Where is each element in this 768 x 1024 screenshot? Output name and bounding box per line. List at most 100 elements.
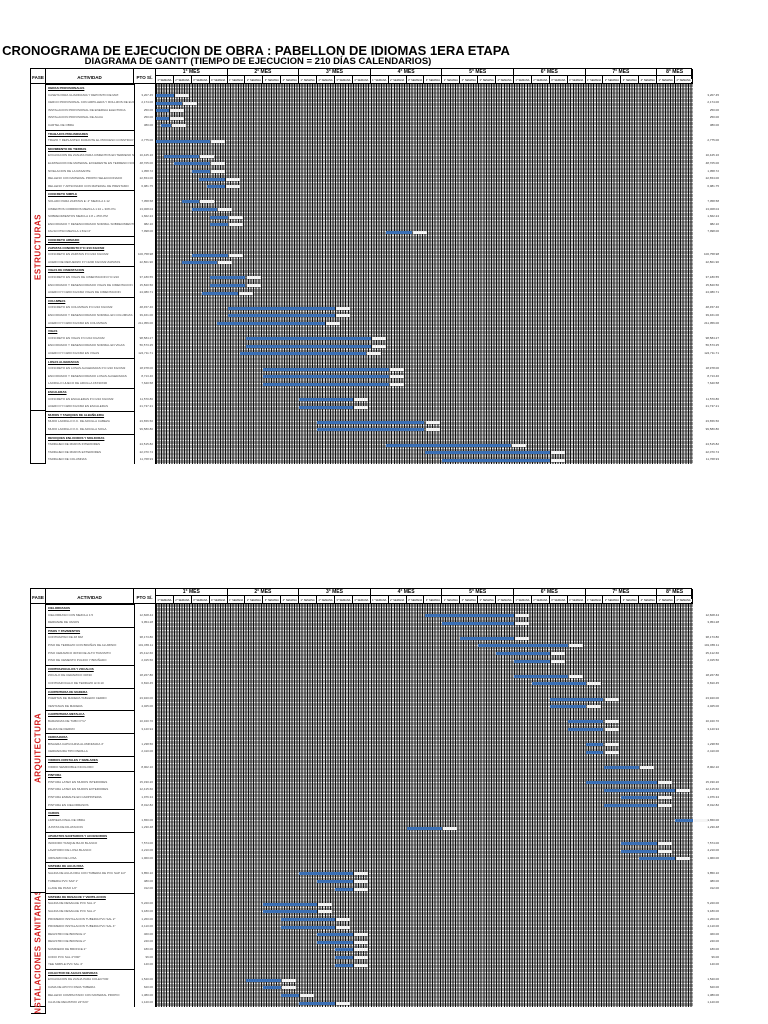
task-bar[interactable] <box>621 796 658 800</box>
task-bar[interactable] <box>181 200 200 204</box>
task-bar[interactable] <box>209 283 246 287</box>
task-bar[interactable] <box>424 613 514 617</box>
task-bar[interactable] <box>263 910 318 914</box>
task-bar[interactable] <box>199 177 226 181</box>
task-bar[interactable] <box>442 458 550 462</box>
task-bar[interactable] <box>496 651 550 655</box>
task-bar[interactable] <box>209 276 246 280</box>
task-bar-label <box>586 682 601 686</box>
activity-budget: 22,070.74 <box>134 448 156 457</box>
activity-budget: 2,410.00 <box>134 748 156 756</box>
week-header: 3° SEMANA <box>192 596 210 605</box>
task-bar[interactable] <box>181 261 218 265</box>
task-bar[interactable] <box>424 451 550 455</box>
task-bar[interactable] <box>163 154 200 158</box>
task-bar[interactable] <box>227 306 335 310</box>
task-bar[interactable] <box>386 230 412 234</box>
task-bar[interactable] <box>161 124 172 128</box>
task-bar[interactable] <box>514 659 550 663</box>
activity-name: PINTURA ESMALTE EN CARPINTERIA <box>48 795 102 799</box>
task-bar[interactable] <box>217 321 325 325</box>
task-bar[interactable] <box>191 169 210 173</box>
task-bar[interactable] <box>460 636 514 640</box>
task-bar[interactable] <box>299 405 353 409</box>
month-header: 7° MES <box>585 69 658 76</box>
task-bar[interactable] <box>240 352 366 356</box>
task-bar[interactable] <box>335 887 353 891</box>
activity-name: SALIDA DE DESAGUE PVC SAL 2" <box>48 909 96 913</box>
task-bar[interactable] <box>406 826 443 830</box>
activity-budget: 21,737.21 <box>134 403 156 411</box>
task-bar[interactable] <box>281 993 300 997</box>
task-bar[interactable] <box>156 109 169 113</box>
task-bar[interactable] <box>335 963 353 967</box>
activity-budget: 4,025.00 <box>134 702 156 711</box>
task-bar[interactable] <box>335 955 353 959</box>
task-bar[interactable] <box>603 765 640 769</box>
task-bar[interactable] <box>263 375 389 379</box>
task-bar[interactable] <box>191 207 218 211</box>
task-bar[interactable] <box>227 314 335 318</box>
table-row: ENCOFRADO Y DESENCOFRADO NORMAL EN VIGAS… <box>46 342 156 350</box>
task-bar[interactable] <box>245 337 371 341</box>
task-bar[interactable] <box>335 948 353 952</box>
task-bar[interactable] <box>603 788 676 792</box>
task-bar[interactable] <box>317 879 353 883</box>
task-bar[interactable] <box>156 139 210 143</box>
task-bar[interactable] <box>567 720 604 724</box>
task-bar[interactable] <box>173 162 210 166</box>
activity-name: ACERO FY=4200 KG/CM2 EN COLUMNAS <box>48 320 107 325</box>
task-bar[interactable] <box>549 705 586 709</box>
task-bar[interactable] <box>209 215 228 219</box>
task-bar[interactable] <box>156 116 169 120</box>
task-bar[interactable] <box>621 849 658 853</box>
task-bar[interactable] <box>245 978 282 982</box>
task-bar[interactable] <box>191 253 228 257</box>
table-row: DERRAME DE VANOS 3,954.28 <box>46 619 156 627</box>
task-bar[interactable] <box>281 917 335 921</box>
task-bar[interactable] <box>567 727 604 731</box>
task-bar[interactable] <box>263 382 389 386</box>
activity-budget: 18,978.00 <box>134 365 156 373</box>
task-bar[interactable] <box>478 644 568 648</box>
task-bar[interactable] <box>603 803 658 807</box>
task-bar[interactable] <box>317 933 353 937</box>
activity-name: LLAVE DE PASO 1/2" <box>48 886 78 891</box>
task-bar[interactable] <box>585 781 658 785</box>
task-bar[interactable] <box>156 93 174 97</box>
task-bar[interactable] <box>317 420 425 424</box>
task-bar[interactable] <box>675 819 693 823</box>
task-bar[interactable] <box>317 940 353 944</box>
task-bar[interactable] <box>207 185 226 189</box>
task-bar[interactable] <box>299 1001 335 1005</box>
task-bar[interactable] <box>263 986 282 990</box>
task-bar[interactable] <box>549 697 604 701</box>
task-bar[interactable] <box>209 223 228 227</box>
month-header: 3° MES <box>299 69 371 76</box>
task-bar[interactable] <box>585 743 604 747</box>
task-bar[interactable] <box>245 344 371 348</box>
task-bar[interactable] <box>299 872 353 876</box>
task-bar[interactable] <box>621 841 658 845</box>
task-bar-label <box>182 101 197 105</box>
task-bar[interactable] <box>514 674 568 678</box>
table-row: CONCRETO EN COLUMNAS F'C=210 KG/CM2 48,45… <box>46 304 156 312</box>
week-header: 2° SEMANA <box>675 596 693 605</box>
task-bar[interactable] <box>263 367 389 371</box>
task-bar[interactable] <box>531 682 586 686</box>
task-bar[interactable] <box>156 101 182 105</box>
task-bar[interactable] <box>263 902 318 906</box>
task-bar[interactable] <box>317 428 425 432</box>
task-bar[interactable] <box>585 750 604 754</box>
row-total: 1,380.00 <box>707 992 719 997</box>
week-header: 4° SEMANA <box>281 596 300 605</box>
week-header: 1° SEMANA <box>227 76 246 85</box>
task-bar[interactable] <box>442 621 514 625</box>
task-bar[interactable] <box>299 397 353 401</box>
task-bar[interactable] <box>386 443 512 447</box>
task-bar[interactable] <box>281 925 335 929</box>
task-bar[interactable] <box>202 291 238 295</box>
month-header: 5° MES <box>442 589 514 596</box>
task-bar-label <box>210 162 225 166</box>
task-bar[interactable] <box>639 857 676 861</box>
